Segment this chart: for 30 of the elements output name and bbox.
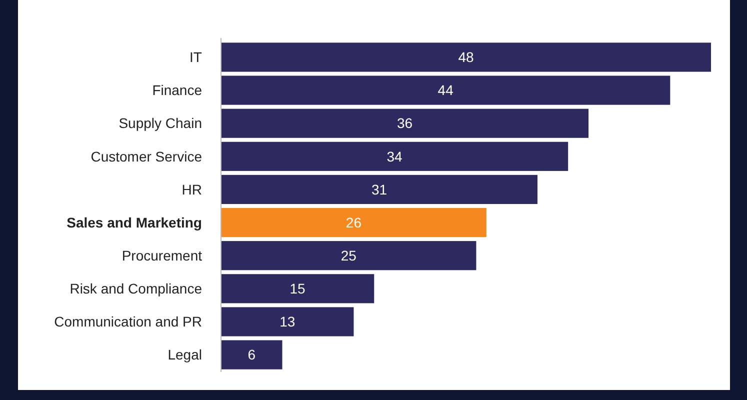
data-label: 36 bbox=[396, 115, 413, 132]
y-tick-label: IT bbox=[190, 49, 202, 66]
y-tick-label: Sales and Marketing bbox=[66, 214, 202, 230]
bar bbox=[221, 108, 588, 138]
data-label: 13 bbox=[280, 314, 296, 330]
y-tick-label: Supply Chain bbox=[118, 115, 202, 132]
data-label: 34 bbox=[386, 148, 403, 164]
data-label: 44 bbox=[438, 82, 454, 98]
bar bbox=[221, 174, 538, 204]
data-label: 31 bbox=[371, 181, 388, 198]
bar bbox=[221, 142, 568, 171]
bar bbox=[221, 340, 282, 370]
data-label: 15 bbox=[290, 280, 306, 297]
bar bbox=[221, 274, 374, 304]
y-tick-label: Communication and PR bbox=[54, 314, 202, 330]
data-label: 25 bbox=[340, 247, 357, 264]
bar bbox=[221, 76, 670, 105]
data-label: 6 bbox=[248, 346, 256, 363]
bar bbox=[221, 208, 486, 238]
y-tick-label: HR bbox=[182, 181, 202, 198]
y-tick-label: Legal bbox=[168, 346, 202, 363]
bar bbox=[221, 42, 711, 72]
y-tick-label: Risk and Compliance bbox=[70, 280, 202, 297]
bar bbox=[221, 241, 476, 270]
y-tick-label: Customer Service bbox=[90, 148, 202, 164]
data-label: 48 bbox=[458, 49, 474, 66]
y-tick-label: Procurement bbox=[122, 247, 202, 264]
data-label: 26 bbox=[346, 214, 362, 230]
bar bbox=[221, 307, 354, 336]
y-tick-label: Finance bbox=[152, 82, 202, 98]
